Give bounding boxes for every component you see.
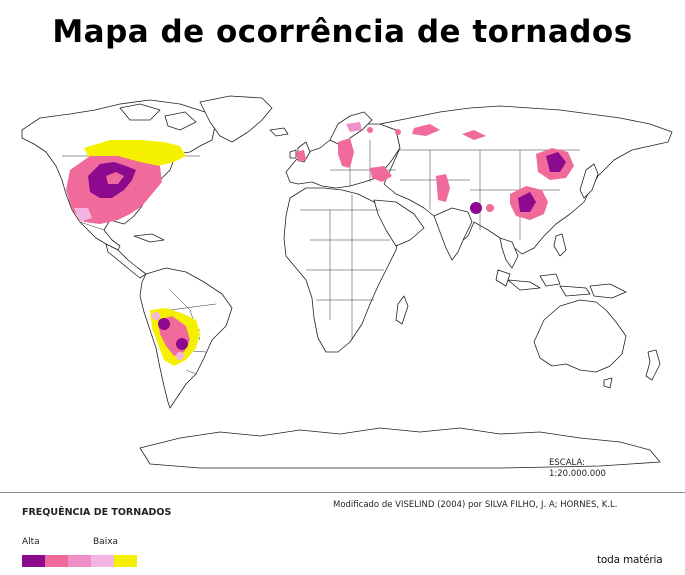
zone-light-south-america-2 [176,352,184,360]
legend-swatch-5 [114,555,137,567]
zone-high-east-china [518,192,536,212]
zone-medium-russia [412,124,440,136]
page-title: Mapa de ocorrência de tornados [52,14,633,50]
zone-light-south-america-1 [152,312,160,320]
japan [579,163,599,199]
zone-medium-russia-2 [462,130,486,140]
greenland [199,95,273,143]
legend-title: FREQUÊNCIA DE TORNADOS [22,507,172,518]
zone-medium-south-asia [436,174,450,202]
legend-swatch-1 [22,555,45,567]
source-credit: Modificado de VISELIND (2004) por SILVA … [333,500,618,510]
zone-high-south-america-2 [176,338,188,350]
central-america [105,243,147,279]
legend-swatch-2 [45,555,68,567]
madagascar [395,295,409,325]
zone-medium-inner-north-america [106,172,124,184]
zone-low-north-america [84,140,186,172]
zone-high-south-america-1 [158,318,170,330]
legend-swatches [22,555,137,567]
zone-medium-scandinavia [346,122,362,132]
zone-medium-bangladesh [486,204,494,212]
legend-swatch-4 [91,555,114,567]
legend-swatch-3 [68,555,91,567]
world-map [21,95,673,469]
australia [533,299,627,373]
divider [0,492,685,493]
new-guinea [589,283,627,299]
arabia [373,199,425,247]
zone-medium-russia-4 [395,129,401,135]
zone-medium-uk [296,150,306,162]
arctic-islands [119,103,197,131]
zone-high-bangladesh [470,202,482,214]
zone-medium-black-sea [370,166,392,182]
zone-high-northeast-china [546,152,566,172]
indonesia [495,269,591,297]
caribbean [133,233,165,243]
scale-value: 1:20.000.000 [549,469,606,479]
map-scale: ESCALA: 1:20.000.000 [549,458,606,480]
scale-label: ESCALA: [549,458,585,468]
legend-low-label: Baixa [93,537,119,547]
india [433,207,473,261]
southeast-asia [499,237,519,269]
new-zealand [603,349,661,389]
zone-light-north-america [74,208,92,222]
zone-medium-europe [338,138,354,168]
iceland [269,127,289,137]
philippines [553,233,567,257]
legend-high-label: Alta [22,537,40,547]
antarctica [139,427,661,469]
zone-medium-russia-3 [367,127,373,133]
tornado-zones [66,122,574,366]
brand-logo: toda matéria [597,554,663,566]
